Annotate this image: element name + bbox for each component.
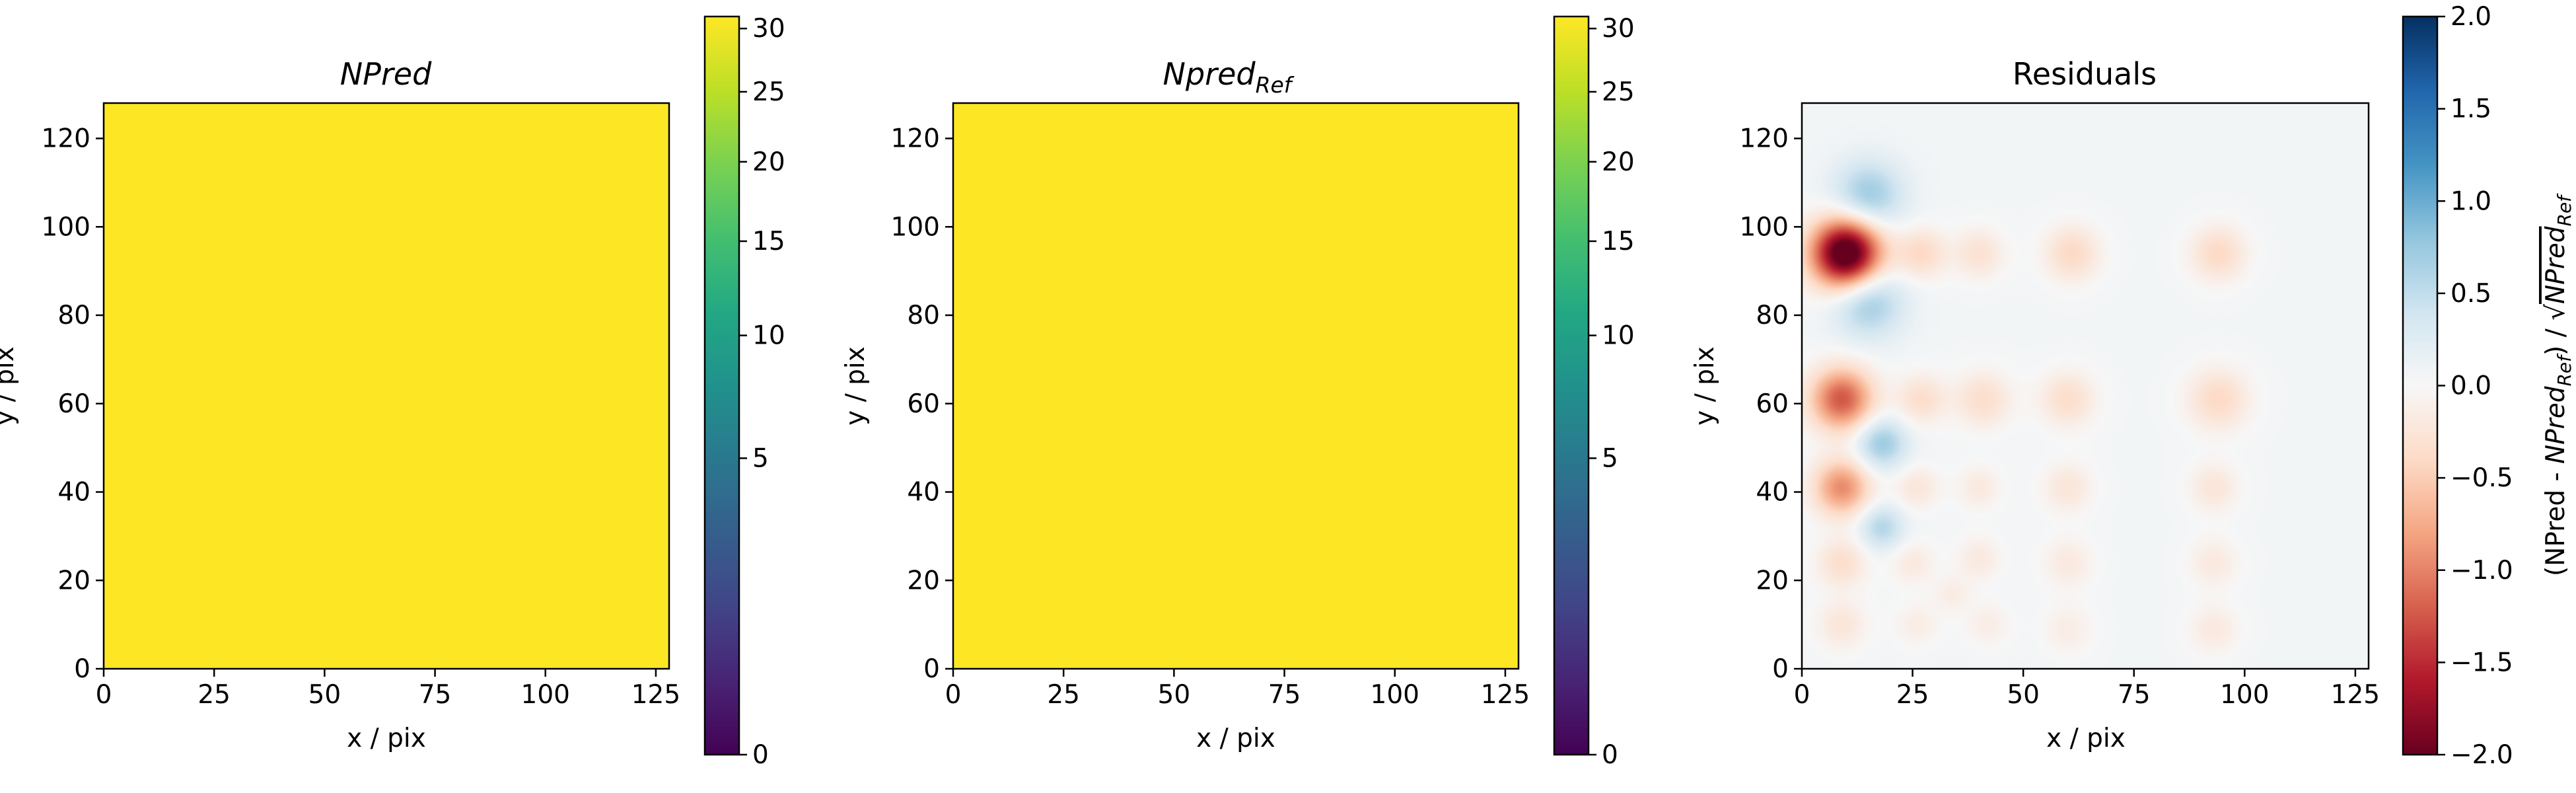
y-tick-label: 20 [1756, 566, 1789, 595]
colorbar-tick-label: 10 [752, 321, 785, 351]
x-tick-label: 75 [1268, 680, 1301, 710]
y-axis-label: y / pix [841, 346, 871, 426]
colorbar-tick-label: 15 [1602, 227, 1635, 256]
colorbar-tick-label: 1.5 [2451, 94, 2491, 124]
x-tick-label: 50 [1158, 680, 1191, 710]
y-axis-ticks: 0 20 40 60 80 100 120 [1740, 124, 1802, 684]
plot-frame [102, 102, 670, 670]
heatmap-image [1802, 103, 2369, 669]
heatmap-image [104, 103, 669, 669]
colorbar-tick-label: −0.5 [2451, 463, 2513, 493]
y-tick-label: 100 [891, 212, 940, 242]
colorbar-tick-label: 0.0 [2451, 371, 2491, 401]
colorbar-label: (NPred - NPredRef) / √NPredRef [2541, 193, 2575, 576]
colorbar-tick-label: 5 [752, 443, 769, 473]
x-tick-label: 125 [631, 680, 680, 710]
colorbar-ticks: 0 5 10 15 20 25 30 [1589, 14, 1635, 770]
y-tick-label: 80 [907, 301, 940, 330]
panel-title: NPred [340, 56, 432, 92]
x-tick-label: 25 [1896, 680, 1929, 710]
x-tick-label: 125 [1481, 680, 1530, 710]
colorbar-tick-label: 30 [1602, 14, 1635, 44]
colorbar-tick-label: 0 [752, 740, 769, 770]
colorbar-tick-label: −2.0 [2451, 740, 2513, 770]
y-tick-label: 20 [907, 566, 940, 595]
x-tick-label: 75 [419, 680, 452, 710]
x-tick-label: 75 [2118, 680, 2151, 710]
x-axis-ticks: 0 25 50 75 100 125 [945, 669, 1530, 710]
y-tick-label: 40 [1756, 478, 1789, 508]
colorbar [1553, 15, 1590, 756]
y-tick-label: 120 [891, 124, 940, 154]
x-tick-label: 25 [1047, 680, 1080, 710]
x-axis-ticks: 0 25 50 75 100 125 [1794, 669, 2380, 710]
colorbar [703, 15, 740, 756]
colorbar-tick-label: 20 [752, 147, 785, 177]
y-tick-label: 100 [42, 212, 90, 242]
y-tick-label: 40 [57, 478, 90, 508]
y-tick-label: 0 [923, 654, 940, 684]
colorbar-tick-label: 10 [1602, 321, 1635, 351]
heatmap-image [953, 103, 1519, 669]
y-axis-label: y / pix [0, 346, 20, 426]
x-axis-label: x / pix [2046, 724, 2126, 753]
y-axis-ticks: 0 20 40 60 80 100 120 [42, 124, 104, 684]
colorbar-tick-label: 1.0 [2451, 186, 2491, 216]
colorbar-ticks: 0 5 10 15 20 25 30 [739, 14, 785, 770]
panel-residuals: Residuals 0 25 50 75 100 125 020406080100120 … [1690, 2, 2575, 770]
y-tick-label: 20 [57, 566, 90, 595]
y-tick-label: 40 [907, 478, 940, 508]
x-axis-label: x / pix [1196, 724, 1275, 753]
colorbar-tick-label: 20 [1602, 147, 1635, 177]
x-tick-label: 0 [945, 680, 962, 710]
colorbar-tick-label: 25 [752, 77, 785, 107]
colorbar-tick-label: −1.0 [2451, 556, 2513, 585]
colorbar [2402, 15, 2439, 756]
y-tick-label: 120 [42, 124, 90, 154]
y-axis-ticks: 0 20 40 60 80 100 120 [891, 124, 953, 684]
colorbar-tick-label: 15 [752, 227, 785, 256]
y-tick-label: 60 [57, 389, 90, 419]
x-axis-ticks: 0 25 50 75 100 125 [96, 669, 680, 710]
x-tick-label: 100 [521, 680, 570, 710]
y-tick-label: 80 [1756, 301, 1789, 330]
x-tick-label: 50 [2007, 680, 2040, 710]
colorbar-tick-label: 2.0 [2451, 2, 2491, 32]
x-tick-label: 0 [1794, 680, 1810, 710]
colorbar-tick-label: −1.5 [2451, 648, 2513, 677]
x-tick-label: 25 [197, 680, 231, 710]
y-tick-label: 0 [74, 654, 90, 684]
y-tick-label: 60 [907, 389, 940, 419]
x-tick-label: 100 [2220, 680, 2269, 710]
x-tick-label: 50 [308, 680, 341, 710]
colorbar-ticks: −2.0 −1.5 −1.0 −0.5 0.0 0.5 1.0 1.5 2.0 [2437, 2, 2513, 770]
panel-title: NpredRef [1163, 56, 1295, 98]
y-tick-label: 120 [1740, 124, 1789, 154]
y-tick-label: 60 [1756, 389, 1789, 419]
y-tick-label: 0 [1772, 654, 1789, 684]
y-tick-label: 100 [1740, 212, 1789, 242]
x-tick-label: 125 [2331, 680, 2380, 710]
plot-frame [1801, 102, 2370, 670]
colorbar-tick-label: 25 [1602, 77, 1635, 107]
colorbar-tick-label: 30 [752, 14, 785, 44]
y-axis-label: y / pix [1690, 346, 1720, 426]
colorbar-tick-label: 0 [1602, 740, 1618, 770]
x-tick-label: 0 [96, 680, 112, 710]
colorbar-tick-label: 5 [1602, 443, 1618, 473]
panel-title: Residuals [2013, 56, 2157, 92]
x-tick-label: 100 [1371, 680, 1419, 710]
plot-frame [952, 102, 1520, 670]
y-tick-label: 80 [57, 301, 90, 330]
x-axis-label: x / pix [347, 724, 426, 753]
colorbar-tick-label: 0.5 [2451, 279, 2491, 309]
